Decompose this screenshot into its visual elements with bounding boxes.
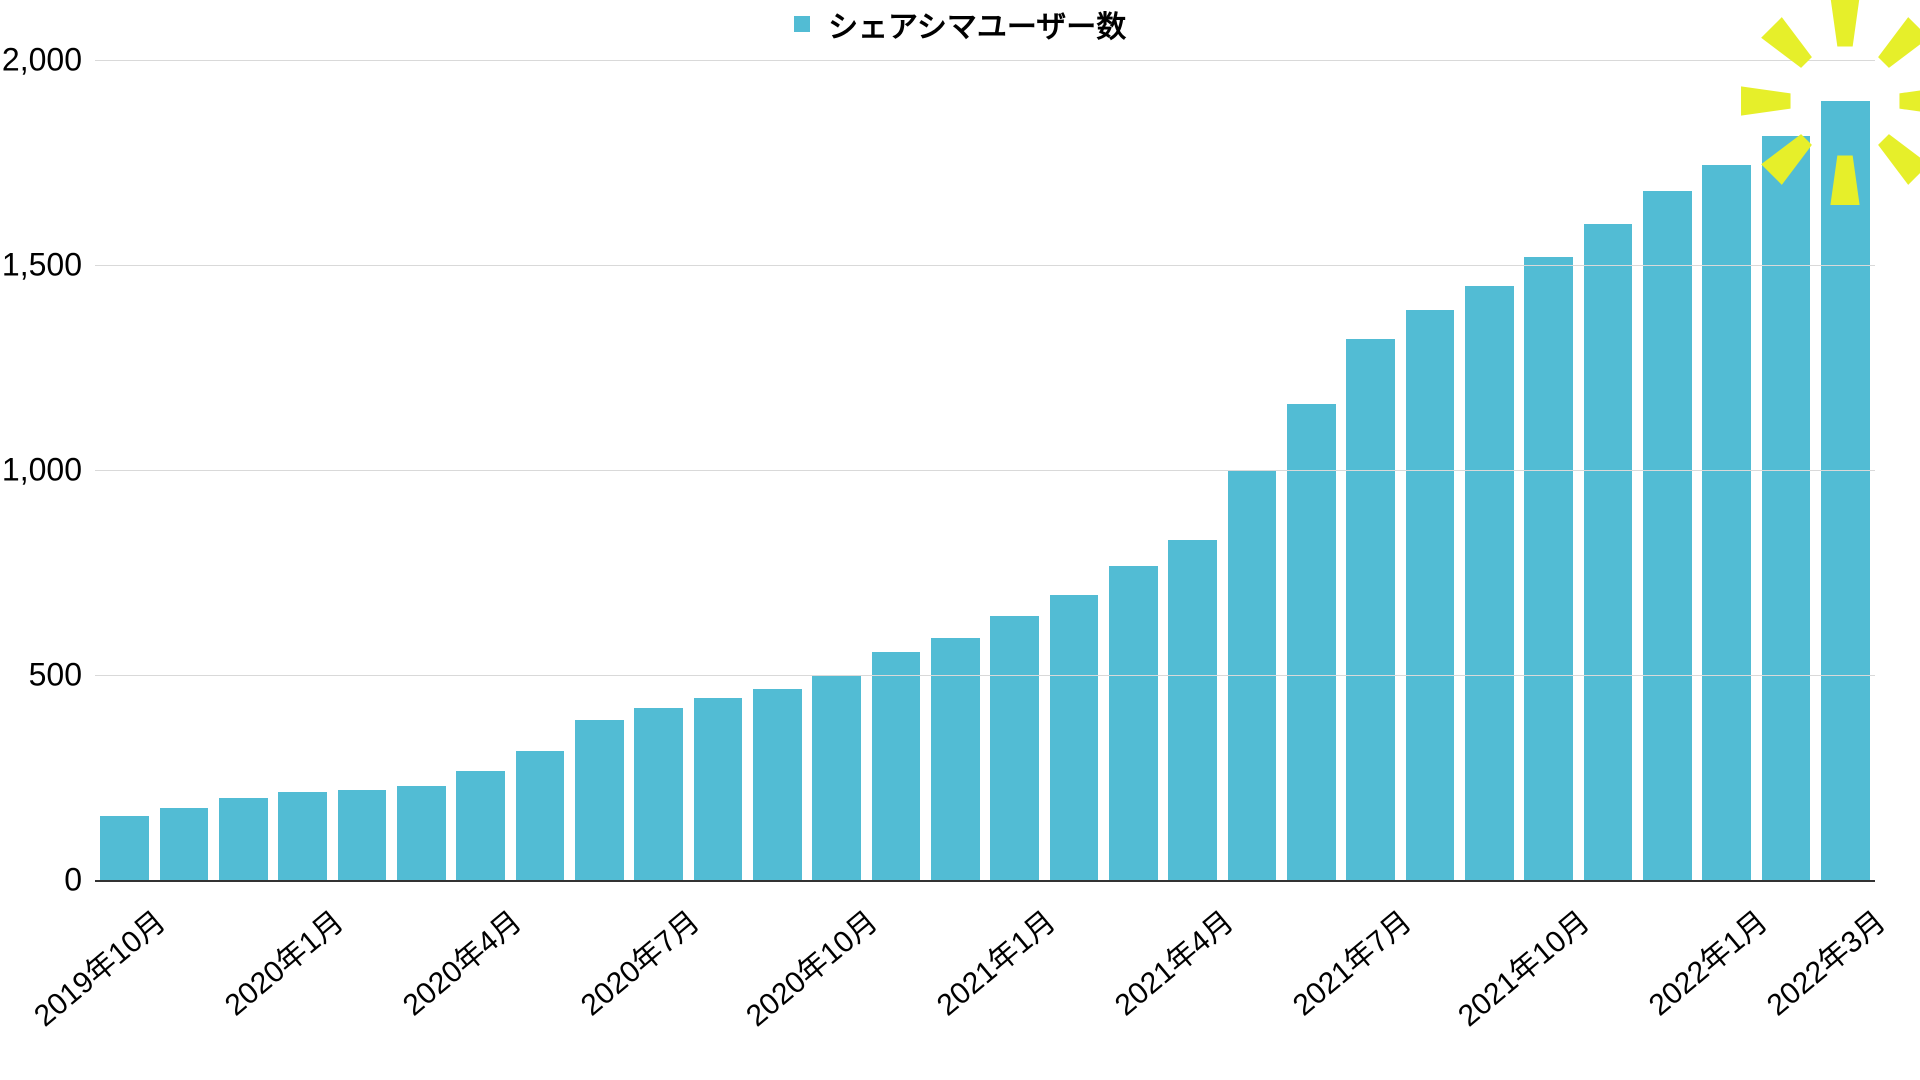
bar: [1524, 257, 1573, 880]
burst-highlight: [1730, 0, 1920, 216]
bar: [278, 792, 327, 880]
gridline: [95, 470, 1875, 471]
bar: [1109, 566, 1158, 880]
x-axis-tick-label: 2019年10月: [0, 898, 173, 1073]
bar: [1346, 339, 1395, 880]
y-axis-tick-label: 0: [0, 862, 82, 899]
x-axis-tick-label: 2020年1月: [154, 898, 351, 1073]
bar: [1168, 540, 1217, 880]
y-axis-tick-label: 2,000: [0, 42, 82, 79]
bar: [1287, 404, 1336, 880]
chart-legend: シェアシマユーザー数: [0, 2, 1920, 46]
bar: [219, 798, 268, 880]
x-axis-tick-label: 2020年10月: [688, 898, 885, 1073]
user-count-chart: シェアシマユーザー数 05001,0001,5002,0002019年10月20…: [0, 0, 1920, 1080]
x-axis-tick-label: 2021年4月: [1044, 898, 1241, 1073]
bar: [1406, 310, 1455, 880]
legend-label: シェアシマユーザー数: [828, 2, 1126, 46]
bar: [1762, 136, 1811, 880]
y-axis-tick-label: 500: [0, 657, 82, 694]
gridline: [95, 265, 1875, 266]
bar: [753, 689, 802, 880]
bar: [397, 786, 446, 880]
bar: [456, 771, 505, 880]
bar: [1702, 165, 1751, 880]
x-axis-tick-label: 2020年7月: [510, 898, 707, 1073]
bar: [1821, 101, 1870, 880]
bar: [516, 751, 565, 880]
x-axis-tick-label: 2020年4月: [332, 898, 529, 1073]
bar: [1465, 286, 1514, 881]
y-axis-tick-label: 1,000: [0, 452, 82, 489]
bar: [100, 816, 149, 880]
bar: [575, 720, 624, 880]
bar: [1643, 191, 1692, 880]
bar: [1584, 224, 1633, 880]
bar: [160, 808, 209, 880]
bar: [812, 675, 861, 880]
bar: [338, 790, 387, 880]
bar: [694, 698, 743, 880]
bar: [634, 708, 683, 880]
gridline: [95, 675, 1875, 676]
gridline: [95, 60, 1875, 61]
bar: [990, 616, 1039, 880]
y-axis-tick-label: 1,500: [0, 247, 82, 284]
x-axis-tick-label: 2021年7月: [1222, 898, 1419, 1073]
x-axis-baseline: [95, 880, 1875, 882]
x-axis-tick-label: 2021年1月: [866, 898, 1063, 1073]
bar: [872, 652, 921, 880]
bar: [1050, 595, 1099, 880]
x-axis-tick-label: 2021年10月: [1400, 898, 1597, 1073]
legend-swatch: [794, 16, 810, 32]
